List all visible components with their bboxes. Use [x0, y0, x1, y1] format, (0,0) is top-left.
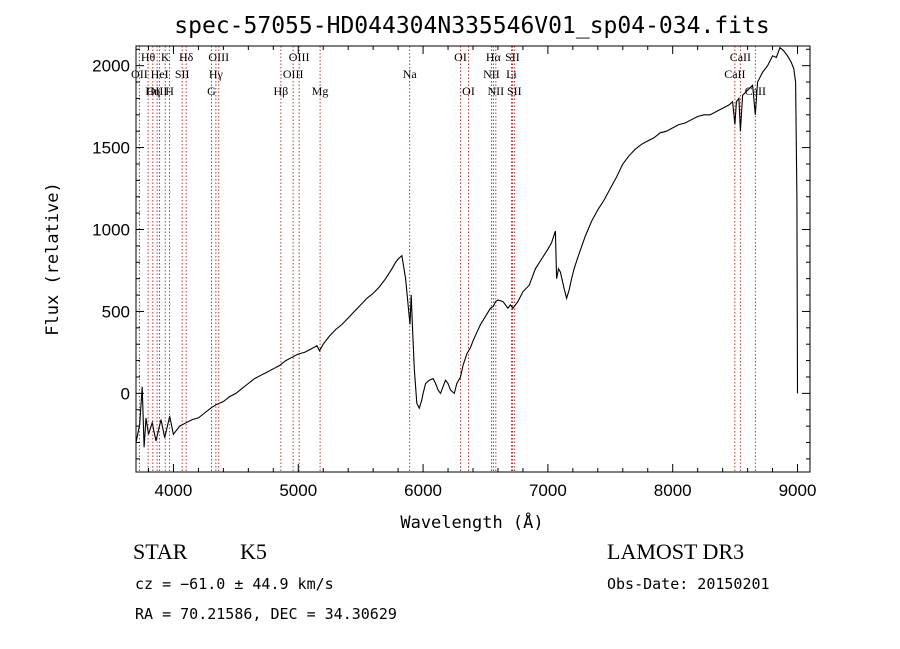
x-tick-label-0: 4000 [155, 481, 193, 500]
line-label-14: Hβ [274, 84, 289, 98]
line-label-26: CaII [724, 67, 745, 81]
observation-date: Obs-Date: 20150201 [607, 575, 770, 593]
line-label-16: Na [403, 67, 418, 81]
x-axis-label: Wavelength (Å) [400, 511, 543, 533]
line-label-0: Hθ [141, 50, 156, 64]
line-label-19: Hα [486, 50, 502, 64]
spectral-subclass: K5 [240, 539, 267, 564]
survey-release: LAMOST DR3 [607, 539, 744, 564]
line-label-24: SII [507, 84, 522, 98]
line-label-2: OIII [147, 84, 168, 98]
info-panel: STAR K5 LAMOST DR3 cz = −61.0 ± 44.9 km/… [133, 539, 770, 623]
x-tick-label-4: 8000 [654, 481, 692, 500]
line-label-27: CaII [745, 84, 766, 98]
chart-title: spec-57055-HD044304N335546V01_sp04-034.f… [174, 13, 769, 39]
spectral-line-markers [138, 46, 756, 472]
coordinates: RA = 70.21586, DEC = 34.30629 [135, 605, 397, 623]
y-axis-label: Flux (relative) [43, 182, 63, 336]
line-label-15: Mg [312, 84, 329, 98]
line-label-25: CaII [730, 50, 751, 64]
line-label-13: OIII [283, 67, 304, 81]
spectrum-series [135, 46, 799, 448]
plot-frame [135, 45, 811, 473]
object-class: STAR [133, 539, 188, 564]
line-label-22: Li [506, 67, 517, 81]
line-label-6: Hδ [179, 50, 194, 64]
y-tick-label-2: 1000 [92, 221, 130, 240]
x-tick-label-5: 9000 [779, 481, 817, 500]
x-tick-label-3: 7000 [529, 481, 567, 500]
y-axis-ticks: 0 500 1000 1500 2000 [92, 48, 810, 460]
x-tick-label-2: 6000 [404, 481, 442, 500]
line-label-23: NII [488, 84, 505, 98]
y-tick-label-3: 1500 [92, 139, 130, 158]
x-axis-ticks: 4000 5000 6000 7000 8000 9000 [147, 46, 817, 500]
line-label-10: Hγ [209, 67, 224, 81]
y-tick-label-0: 0 [121, 384, 130, 403]
line-label-5: Hη [145, 84, 160, 98]
line-label-20: SII [505, 50, 520, 64]
line-label-9: OIII [208, 50, 229, 64]
line-label-1: OII [131, 67, 148, 81]
line-label-18: OI [462, 84, 475, 98]
line-label-7: SII [175, 67, 190, 81]
line-label-3: K [161, 50, 170, 64]
line-label-8: H [165, 84, 174, 98]
line-label-4: HeI [151, 67, 169, 81]
line-label-12: OIII [289, 50, 310, 64]
y-tick-label-4: 2000 [92, 57, 130, 76]
line-label-17: OI [454, 50, 467, 64]
x-tick-label-1: 5000 [279, 481, 317, 500]
y-tick-label-1: 500 [102, 302, 130, 321]
line-label-21: NII [483, 67, 500, 81]
line-label-11: G [207, 84, 216, 98]
redshift-velocity: cz = −61.0 ± 44.9 km/s [135, 575, 334, 593]
